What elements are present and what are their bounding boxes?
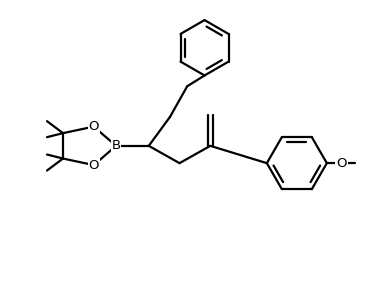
- Text: O: O: [88, 158, 99, 172]
- Text: O: O: [336, 157, 347, 170]
- Text: B: B: [112, 139, 121, 152]
- Text: O: O: [88, 120, 99, 133]
